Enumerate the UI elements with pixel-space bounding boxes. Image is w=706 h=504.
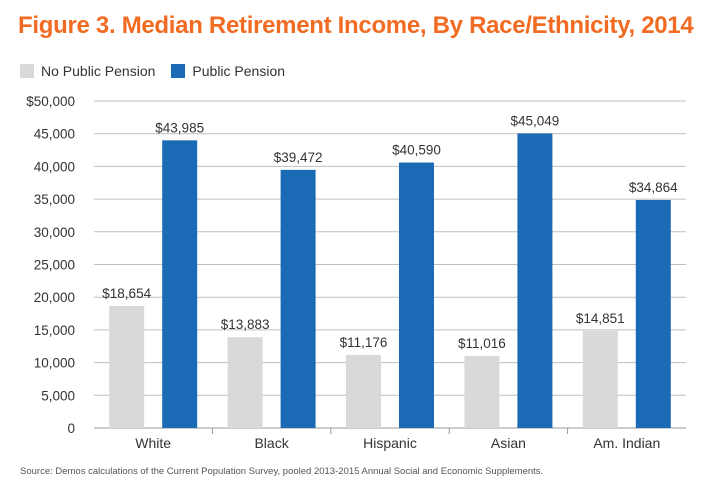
x-tick-label: White [135, 435, 171, 451]
bar [635, 199, 671, 428]
bar [346, 354, 381, 428]
y-tick-label: $50,000 [26, 94, 75, 109]
y-tick-label: 0 [67, 421, 75, 436]
data-label: $13,883 [221, 317, 270, 332]
data-label: $40,590 [392, 143, 441, 158]
data-label: $18,654 [102, 286, 151, 301]
legend-label-no-public-pension: No Public Pension [41, 63, 156, 79]
data-label: $45,049 [510, 113, 559, 128]
bar [280, 169, 316, 428]
bar [517, 133, 553, 428]
bar [227, 337, 263, 428]
data-label: $34,864 [629, 180, 678, 195]
bar [582, 330, 618, 428]
y-tick-label: 5,000 [41, 388, 75, 403]
y-tick-label: 20,000 [34, 290, 75, 305]
y-tick-label: 15,000 [34, 323, 75, 338]
y-tick-label: 30,000 [34, 225, 75, 240]
x-tick-label: Black [254, 435, 289, 451]
bar [464, 355, 500, 428]
bar [109, 306, 145, 428]
data-label: $39,472 [274, 150, 323, 165]
legend-label-public-pension: Public Pension [192, 63, 286, 79]
source-note: Source: Demos calculations of the Curren… [20, 466, 544, 477]
legend-swatch-no-public-pension [20, 64, 34, 78]
y-tick-label: 45,000 [34, 127, 75, 142]
data-label: $14,851 [576, 311, 625, 326]
legend-swatch-public-pension [171, 64, 186, 78]
legend: No Public Pension Public Pension [20, 63, 301, 79]
x-tick-label: Asian [491, 435, 526, 451]
legend-item-public-pension: Public Pension [171, 63, 285, 79]
bar-chart: 0 5,000 10,000 15,000 20,000 25,000 30,000 35,0… [26, 94, 686, 451]
bar [162, 140, 198, 428]
data-label: $11,016 [458, 336, 506, 351]
y-tick-label: 10,000 [34, 356, 75, 371]
x-tick-label: Am. Indian [593, 435, 660, 451]
y-tick-label: 25,000 [34, 258, 75, 273]
y-tick-label: 35,000 [34, 192, 75, 207]
x-tick-label: Hispanic [363, 435, 417, 451]
data-label: $11,176 [340, 335, 388, 350]
y-tick-label: 40,000 [34, 159, 75, 174]
chart-title: Figure 3. Median Retirement Income, By R… [18, 12, 694, 39]
data-label: $43,985 [155, 120, 204, 135]
bar [399, 162, 434, 429]
legend-item-no-public-pension: No Public Pension [20, 63, 155, 79]
